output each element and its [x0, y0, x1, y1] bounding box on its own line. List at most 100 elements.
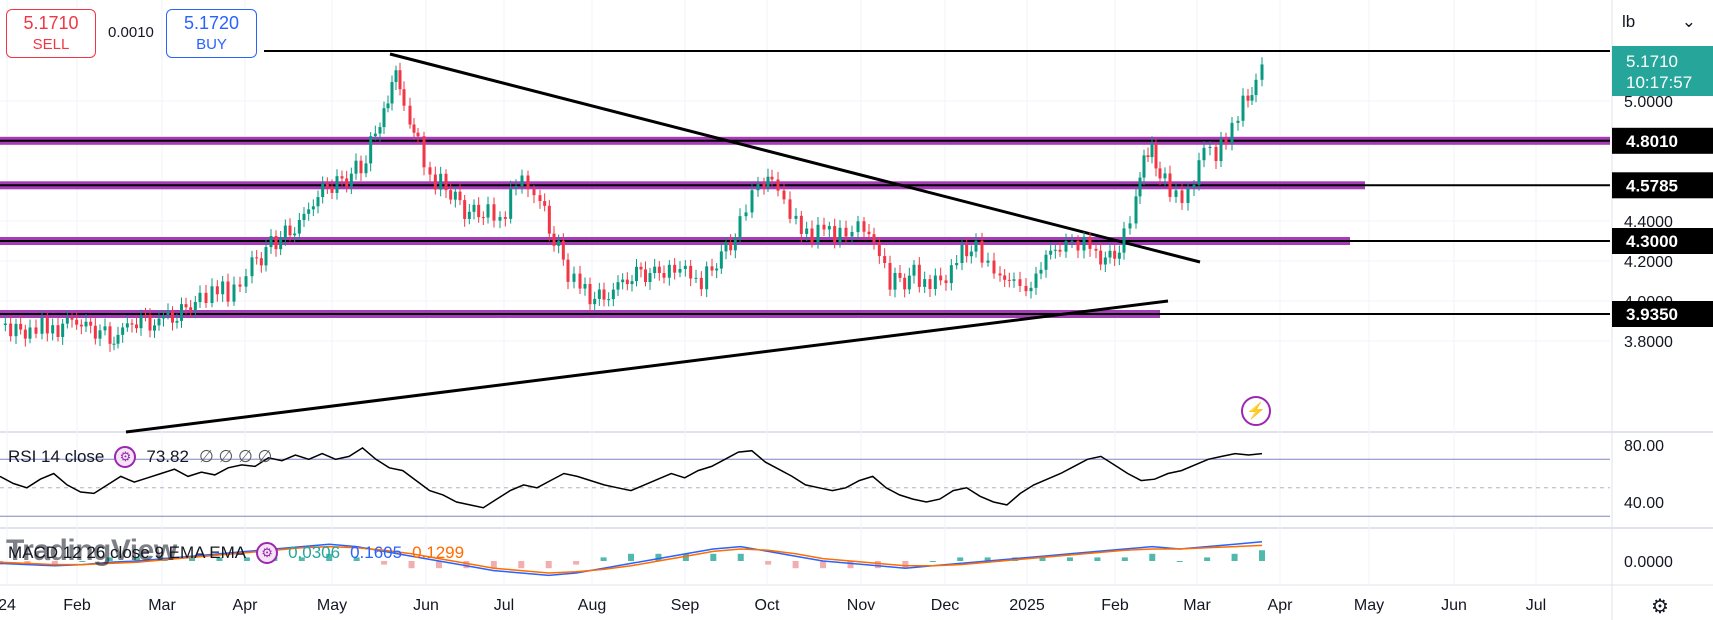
candle-body: [557, 240, 561, 246]
candle-body: [1058, 249, 1062, 252]
candle-body: [433, 174, 437, 190]
candle-body: [481, 217, 485, 219]
candle-body: [1113, 250, 1117, 259]
candle-body: [171, 311, 174, 323]
candle-body: [561, 240, 565, 260]
candle-body: [335, 176, 339, 193]
candle-body: [108, 326, 112, 344]
candle-body: [648, 273, 652, 283]
candle-body: [210, 286, 214, 303]
candle-body: [255, 257, 259, 259]
candle-body: [607, 299, 611, 301]
candle-body: [738, 216, 742, 239]
macd-histogram-bar: [820, 561, 827, 569]
candle-body: [3, 323, 7, 325]
candle-body: [402, 89, 406, 106]
candle-body: [514, 186, 518, 189]
macd-histogram-bar: [408, 561, 415, 569]
level-price-label: 3.9350: [1626, 305, 1678, 324]
candle-body: [1246, 95, 1250, 101]
candle-body: [1117, 252, 1121, 259]
chevron-down-icon: ⌄: [1681, 12, 1696, 31]
rsi-legend[interactable]: RSI 14 close ⚙ 73.82 ∅ ∅ ∅ ∅: [8, 446, 272, 468]
candle-body: [394, 70, 398, 83]
candle-body: [960, 244, 964, 264]
candle-body: [593, 298, 597, 305]
candle-body: [116, 334, 120, 344]
candle-body: [1142, 155, 1146, 178]
macd-histogram-bar: [381, 561, 388, 565]
candle-body: [621, 279, 625, 283]
candle-body: [1241, 95, 1245, 121]
time-axis-label: May: [1354, 597, 1384, 614]
candle-body: [269, 236, 273, 248]
candle-body: [715, 268, 719, 271]
candle-body: [28, 327, 32, 339]
macd-histogram-bar: [984, 557, 991, 561]
candle-body: [477, 204, 481, 218]
candle-body: [34, 327, 38, 334]
macd-histogram-bar: [490, 561, 497, 569]
candle-body: [398, 70, 402, 90]
candle-body: [1049, 250, 1053, 255]
macd-histogram-bar: [1066, 557, 1073, 561]
buy-button[interactable]: 5.1720 BUY: [166, 9, 257, 58]
candle-body: [45, 317, 49, 334]
settings-gear-icon[interactable]: ⚙: [114, 446, 137, 468]
candle-body: [340, 176, 344, 179]
settings-gear-icon[interactable]: ⚙: [256, 542, 279, 564]
candle-body: [903, 277, 907, 290]
macd-histogram-bar: [1231, 553, 1238, 561]
macd-histogram-bar: [353, 557, 360, 561]
macd-histogram-bar: [1259, 550, 1265, 561]
candle-body: [944, 280, 948, 284]
candle-body: [1158, 168, 1162, 179]
unit-selector[interactable]: lb ⌄: [1616, 6, 1706, 38]
candle-body: [965, 244, 969, 257]
candle-body: [311, 206, 315, 210]
candle-body: [770, 176, 774, 180]
candle-body: [444, 173, 448, 191]
time-axis-label: Apr: [233, 597, 259, 614]
candle-body: [877, 242, 881, 257]
sell-button[interactable]: 5.1710 SELL: [6, 9, 96, 58]
candle-body: [888, 262, 892, 290]
time-axis-label: May: [317, 597, 347, 614]
macd-histogram-bar: [902, 561, 909, 569]
macd-histogram-bar: [243, 557, 250, 561]
candle-body: [9, 323, 13, 337]
macd-histogram-bar: [51, 561, 58, 565]
candle-body: [532, 189, 536, 196]
candle-body: [699, 277, 703, 290]
candle-body: [805, 228, 809, 235]
candle-body: [1103, 257, 1107, 265]
candle-body: [1076, 240, 1080, 251]
candle-body: [189, 307, 193, 311]
macd-histogram-bar: [1204, 557, 1211, 561]
candle-body: [458, 191, 462, 201]
sell-label: SELL: [32, 35, 70, 53]
candle-body: [526, 175, 530, 190]
candle-body: [130, 323, 134, 325]
candle-body: [949, 265, 953, 284]
rsi-value: 73.82: [146, 447, 189, 466]
macd-legend[interactable]: MACD 12 26 close 9 EMA EMA ⚙ 0.0306 0.16…: [8, 542, 464, 564]
candle-body: [705, 266, 709, 290]
candle-body: [1154, 143, 1158, 169]
candle-body: [221, 281, 225, 295]
candle-body: [422, 136, 426, 168]
candle-body: [923, 279, 927, 287]
candle-body: [1236, 120, 1240, 123]
lightning-icon[interactable]: ⚡: [1241, 396, 1271, 426]
candle-body: [833, 226, 837, 243]
descending-trendline: [389, 52, 1201, 264]
gear-icon[interactable]: ⚙: [1651, 595, 1669, 618]
sell-price: 5.1710: [23, 12, 79, 33]
candle-body: [14, 323, 18, 337]
candle-body: [1208, 146, 1212, 148]
macd-line-value: 0.1605: [350, 543, 403, 562]
macd-histogram-bar: [1121, 557, 1128, 561]
candle-body: [794, 215, 798, 219]
candle-body: [157, 318, 161, 326]
